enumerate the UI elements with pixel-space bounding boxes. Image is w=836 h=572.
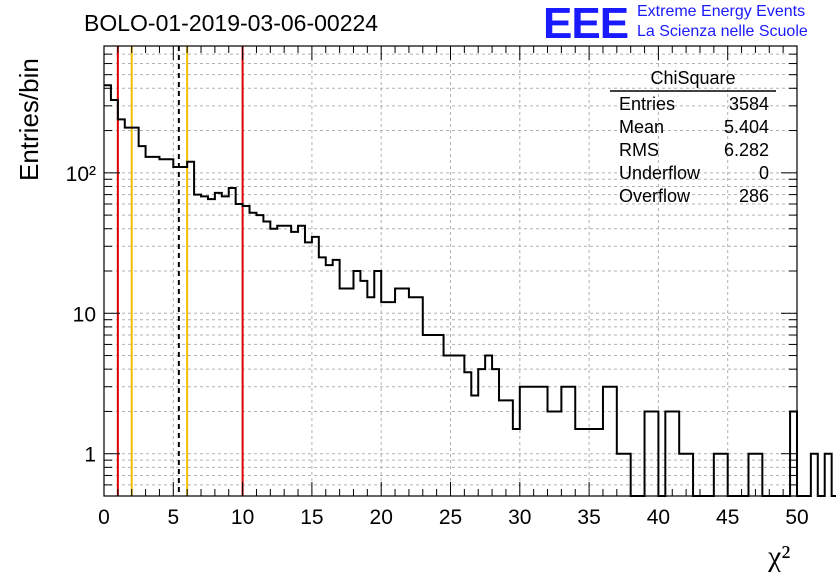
- x-tick-label: 15: [300, 506, 323, 529]
- chart-title: BOLO-01-2019-03-06-00224: [84, 10, 379, 36]
- axis-ticks: 0 5 10 15 20 25 30 35 40 45 50 1 10 10²: [66, 45, 809, 529]
- x-tick-label: 40: [647, 506, 670, 529]
- histogram-series: [104, 84, 836, 497]
- stats-label: Underflow: [619, 163, 701, 183]
- stats-value: 3584: [729, 94, 769, 114]
- y-tick-label: 1: [84, 444, 96, 467]
- eee-logo: EEE: [543, 0, 629, 48]
- y-tick-label: 10²: [66, 163, 96, 186]
- marker-lines: [116, 46, 244, 496]
- stats-value: 286: [739, 186, 769, 206]
- histogram-line: [104, 84, 836, 497]
- grid-lines: [104, 46, 797, 496]
- x-tick-label: 10: [231, 506, 254, 529]
- x-tick-label: 35: [577, 506, 600, 529]
- stats-title: ChiSquare: [650, 68, 735, 88]
- logo-subtitle-1: Extreme Energy Events: [637, 3, 806, 20]
- stats-label: Entries: [619, 94, 675, 114]
- stats-label: RMS: [619, 140, 659, 160]
- stats-value: 6.282: [724, 140, 769, 160]
- stats-label: Mean: [619, 117, 664, 137]
- logo-subtitle-2: La Scienza nelle Scuole: [637, 23, 808, 40]
- x-tick-label: 45: [716, 506, 739, 529]
- x-tick-label: 30: [508, 506, 531, 529]
- stats-label: Overflow: [619, 186, 691, 206]
- stats-value: 5.404: [724, 117, 769, 137]
- x-tick-label: 0: [98, 506, 110, 529]
- x-tick-label: 5: [167, 506, 179, 529]
- x-axis-label: χ²: [767, 540, 790, 572]
- y-tick-label: 10: [73, 303, 96, 326]
- stats-value: 0: [759, 163, 769, 183]
- stats-box: ChiSquare Entries 3584 Mean 5.404 RMS 6.282 Und…: [610, 68, 776, 206]
- x-tick-label: 25: [439, 506, 462, 529]
- x-tick-label: 50: [785, 506, 808, 529]
- x-tick-label: 20: [370, 506, 393, 529]
- y-axis-label: Entries/bin: [14, 58, 44, 181]
